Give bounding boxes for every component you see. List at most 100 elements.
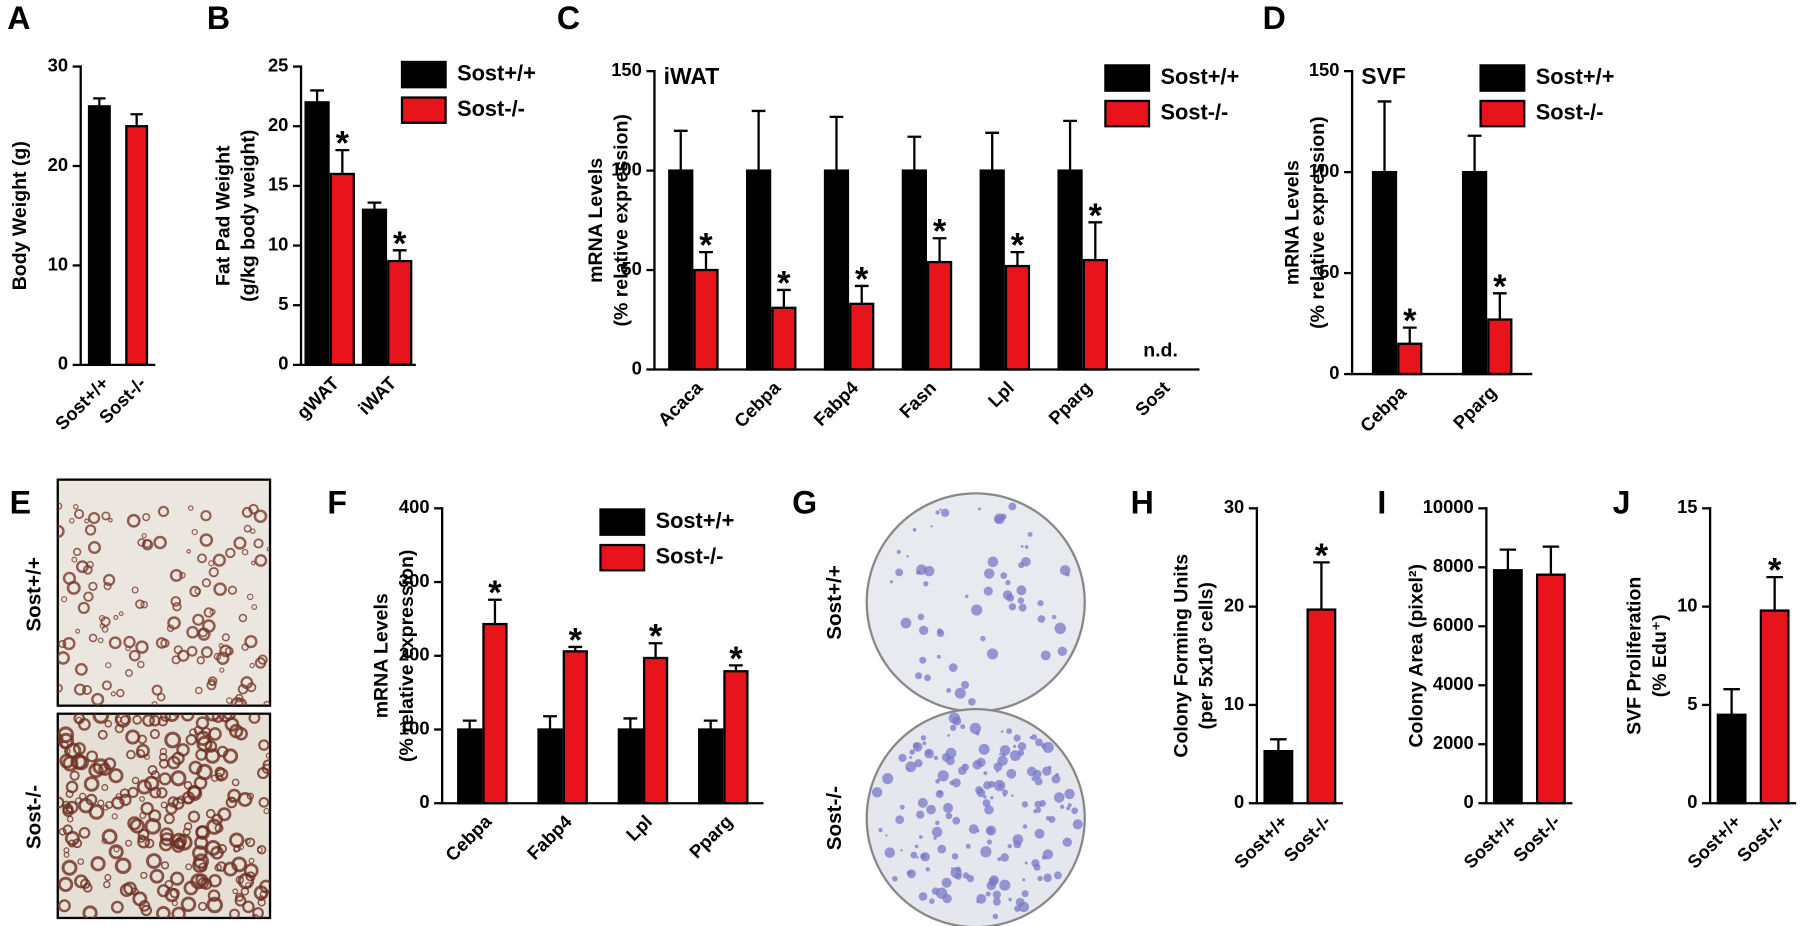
legend-label: Sost+/+ (1536, 64, 1615, 89)
dot (127, 786, 139, 799)
dot (211, 713, 225, 723)
dot (137, 538, 146, 547)
panel-letter: G (792, 484, 817, 520)
significance: * (1089, 197, 1103, 235)
dot (84, 518, 90, 524)
colony (984, 805, 994, 815)
dot (249, 662, 255, 669)
inset-label: SVF (1361, 63, 1406, 89)
dot (216, 651, 230, 665)
axes (441, 507, 764, 805)
dot (97, 729, 108, 740)
colony (910, 851, 918, 859)
error-bar (392, 249, 407, 262)
dot (261, 763, 271, 774)
dot (200, 510, 212, 522)
significance: * (336, 125, 350, 163)
colony (895, 815, 905, 825)
colony (1000, 853, 1009, 862)
legend-label: Sost-/- (1536, 99, 1604, 124)
colony (900, 849, 903, 852)
colony (1022, 824, 1028, 829)
image-label: Sost+/+ (22, 557, 45, 632)
colony (907, 869, 916, 879)
colony (1006, 593, 1015, 602)
dot (227, 585, 238, 595)
bar (823, 169, 850, 371)
y-tick-label: 30 (48, 54, 68, 75)
dot (57, 524, 65, 538)
error-bar (568, 645, 583, 652)
colony (1043, 873, 1052, 883)
colony (964, 594, 969, 599)
colony (969, 722, 982, 735)
legend-swatch (1104, 99, 1151, 128)
colony (931, 826, 943, 838)
colony (930, 525, 933, 528)
y-tick-label: 0 (1687, 791, 1697, 812)
colony (977, 507, 981, 511)
error-bar (1467, 134, 1482, 173)
dot (199, 533, 214, 547)
panel-letter: B (207, 0, 230, 36)
dot (102, 804, 109, 811)
dot (206, 680, 217, 691)
dot (187, 784, 202, 799)
dot (222, 713, 237, 721)
colony (1059, 804, 1065, 810)
dot (188, 760, 203, 775)
colony (940, 508, 950, 518)
y-tick-label: 20 (48, 154, 68, 175)
dot (167, 616, 181, 630)
colony (1034, 828, 1045, 839)
y-axis-label: SVF Proliferation (1624, 577, 1646, 735)
x-tick-label: Fabp4 (523, 810, 577, 864)
dot (171, 906, 186, 918)
dot (108, 844, 124, 860)
colony (1042, 741, 1054, 753)
error-bar (1377, 100, 1392, 173)
colony (925, 867, 931, 872)
dot (114, 857, 132, 875)
y-axis-label: (% Edu⁺) (1649, 614, 1671, 697)
colony (980, 846, 992, 858)
colony (1008, 502, 1017, 511)
dot (201, 578, 212, 588)
colony (1057, 646, 1068, 657)
dot (156, 787, 168, 799)
bar (849, 302, 875, 371)
bar (537, 728, 563, 805)
colony (985, 891, 991, 897)
dot (252, 907, 264, 918)
dot (208, 727, 222, 741)
dot (125, 645, 131, 652)
colony-dots (889, 502, 1071, 706)
bar (387, 259, 413, 367)
legend-swatch (400, 60, 447, 89)
colony (997, 755, 1008, 766)
dot (206, 818, 223, 835)
dot (253, 538, 264, 549)
dot (232, 888, 239, 895)
error-bar (1270, 738, 1287, 752)
dot (205, 808, 216, 819)
dot (125, 669, 133, 677)
colony (960, 724, 966, 730)
dot (125, 729, 141, 745)
colony (1051, 614, 1057, 620)
dot (228, 796, 235, 803)
x-tick-label: Fasn (895, 377, 940, 422)
x-tick-label: Sost+/+ (1230, 811, 1292, 873)
dot (207, 889, 221, 903)
y-tick-label: 0 (1464, 791, 1474, 812)
dot (87, 540, 102, 554)
x-tick-label: gWAT (292, 372, 343, 423)
axes (1708, 507, 1797, 805)
colony (950, 866, 962, 879)
colony (912, 528, 917, 532)
axes (1350, 69, 1533, 376)
legend-swatch (1104, 64, 1151, 92)
dot (148, 809, 162, 823)
dot (245, 882, 252, 889)
